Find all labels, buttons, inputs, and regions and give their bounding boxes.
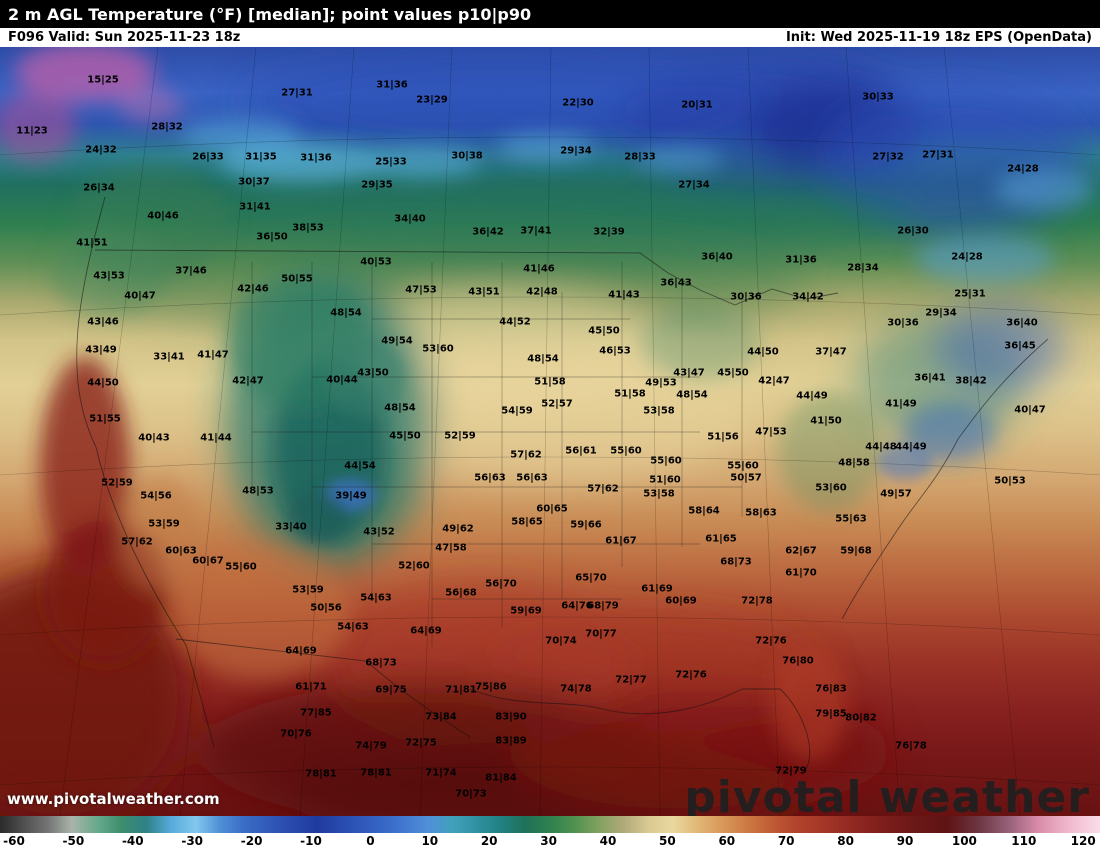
color-scale: -60 -50 -40 -30 -20 -10 0 10 20 30 40 50 60 70 80 90 100… [0, 816, 1100, 850]
pivotal-weather-logo: pivotal weather [684, 772, 1090, 823]
scale-tick: 80 [837, 834, 854, 848]
temperature-map[interactable] [0, 47, 1100, 816]
scale-tick: 10 [421, 834, 439, 848]
scale-tick: 30 [540, 834, 557, 848]
scale-tick: -60 [3, 834, 25, 848]
state-borders [251, 262, 743, 647]
run-info-bar: F096 Valid: Sun 2025-11-23 18z Init: Wed… [0, 28, 1100, 47]
scale-tick: -30 [181, 834, 204, 848]
borders [76, 196, 1049, 770]
scale-tick: 60 [718, 834, 736, 848]
scale-tick: 50 [659, 834, 676, 848]
scale-tick: 40 [599, 834, 617, 848]
scale-tick: 110 [1011, 834, 1037, 848]
scale-tick: 70 [777, 834, 795, 848]
scale-tick: 120 [1070, 834, 1096, 848]
scale-tick: 0 [366, 834, 375, 848]
temperature-shading [0, 47, 1100, 816]
graticule [0, 47, 1100, 816]
scale-tick: 90 [896, 834, 914, 848]
scale-tick: -40 [121, 834, 144, 848]
init-time-label: Init: Wed 2025-11-19 18z EPS (OpenData) [785, 30, 1092, 45]
color-scale-ticks: -60 -50 -40 -30 -20 -10 0 10 20 30 40 50 60 70 80 90 100… [0, 833, 1100, 850]
map-title: 2 m AGL Temperature (°F) [median]; point… [8, 4, 532, 24]
scale-tick: -50 [62, 834, 85, 848]
map-title-bar: 2 m AGL Temperature (°F) [median]; point… [0, 0, 1100, 28]
watermark-url: www.pivotalweather.com [7, 790, 220, 808]
scale-tick: 20 [480, 834, 498, 848]
color-scale-gradient [0, 816, 1100, 833]
scale-tick: -10 [300, 834, 322, 848]
scale-tick: 100 [951, 834, 977, 848]
valid-time-label: F096 Valid: Sun 2025-11-23 18z [8, 30, 241, 45]
scale-tick: -20 [240, 834, 263, 848]
